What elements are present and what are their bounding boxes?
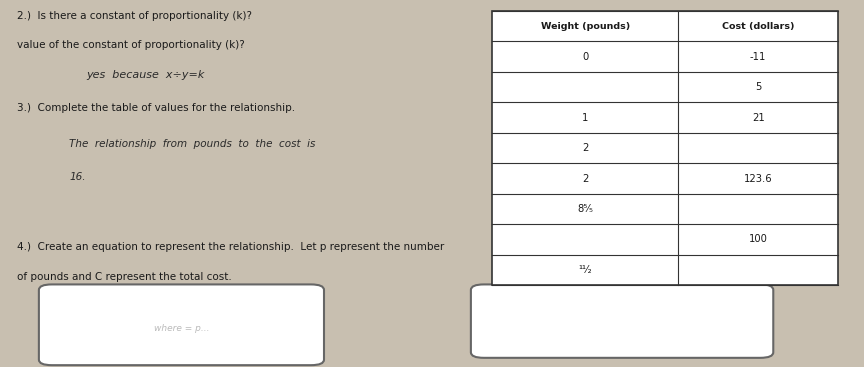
- Text: value of the constant of proportionality (k)?: value of the constant of proportionality…: [17, 40, 245, 50]
- Text: 100: 100: [749, 235, 767, 244]
- Text: 16.: 16.: [69, 172, 86, 182]
- Text: 21: 21: [752, 113, 765, 123]
- Text: yes  because  x÷y=k: yes because x÷y=k: [86, 70, 205, 80]
- Text: of pounds and C represent the total cost.: of pounds and C represent the total cost…: [17, 272, 232, 281]
- Text: k = 2.1: k = 2.1: [592, 36, 635, 49]
- FancyBboxPatch shape: [510, 18, 717, 66]
- Text: 2: 2: [582, 174, 588, 184]
- Text: Weight (pounds): Weight (pounds): [541, 22, 630, 31]
- Text: 2.)  Is there a constant of proportionality (k)?: 2.) Is there a constant of proportionali…: [17, 11, 252, 21]
- Text: 1: 1: [582, 113, 588, 123]
- Text: 0: 0: [582, 52, 588, 62]
- Bar: [492, 11, 838, 285]
- Text: 3.)  Complete the table of values for the relationship.: 3.) Complete the table of values for the…: [17, 103, 295, 113]
- Text: 8⁵⁄₅: 8⁵⁄₅: [577, 204, 594, 214]
- Text: -11: -11: [750, 52, 766, 62]
- Text: 5: 5: [755, 82, 761, 92]
- Text: 4.)  Create an equation to represent the relationship.  Let p represent the numb: 4.) Create an equation to represent the …: [17, 242, 445, 252]
- FancyBboxPatch shape: [471, 284, 773, 358]
- Text: where = p...: where = p...: [154, 324, 209, 333]
- FancyBboxPatch shape: [39, 284, 324, 365]
- Text: ¹¹⁄₂: ¹¹⁄₂: [579, 265, 592, 275]
- Text: 2: 2: [582, 143, 588, 153]
- Text: 123.6: 123.6: [744, 174, 772, 184]
- Text: The  relationship  from  pounds  to  the  cost  is: The relationship from pounds to the cost…: [69, 139, 315, 149]
- Text: Cost (dollars): Cost (dollars): [722, 22, 794, 31]
